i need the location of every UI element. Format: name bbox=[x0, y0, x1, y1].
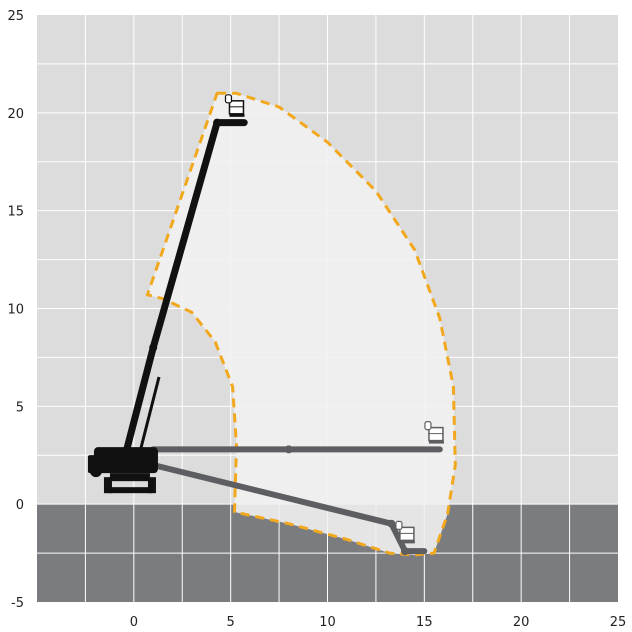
booms-layer bbox=[120, 94, 444, 556]
basket-floor bbox=[399, 540, 415, 544]
machine-outrigger-right bbox=[147, 477, 156, 494]
x-tick-label: 5 bbox=[227, 615, 235, 630]
boom-arm bbox=[120, 119, 248, 463]
x-tick-label: 0 bbox=[130, 615, 138, 630]
basket-operator bbox=[424, 420, 432, 431]
reach-envelope-layer bbox=[145, 91, 457, 557]
basket-floor bbox=[428, 440, 444, 444]
machine-body bbox=[93, 447, 158, 474]
machine-axle bbox=[107, 487, 152, 494]
y-tick-label: 0 bbox=[16, 498, 24, 513]
x-tick-label: 10 bbox=[319, 615, 336, 630]
boom-joint bbox=[387, 519, 396, 528]
y-tick-label: 15 bbox=[7, 205, 24, 220]
y-tick-label: 5 bbox=[16, 400, 24, 415]
machine-outrigger-left bbox=[103, 477, 112, 494]
boom-joint bbox=[213, 118, 222, 127]
x-tick-label: 20 bbox=[513, 615, 530, 630]
reach-envelope-outline bbox=[145, 91, 457, 557]
y-tick-label: 20 bbox=[7, 107, 24, 122]
y-tick-label: 25 bbox=[7, 9, 24, 24]
machine-layer bbox=[87, 447, 158, 494]
basket-floor bbox=[229, 113, 245, 117]
boom-joint bbox=[400, 547, 409, 556]
basket-operator bbox=[395, 520, 403, 530]
boom-cylinder bbox=[138, 376, 161, 454]
boom-arm bbox=[150, 462, 428, 555]
boom-joint bbox=[284, 445, 293, 454]
basket-operator bbox=[224, 94, 233, 104]
y-tick-label: 10 bbox=[7, 303, 24, 318]
machine-chassis bbox=[109, 473, 150, 482]
x-tick-label: 25 bbox=[610, 615, 627, 630]
y-tick-label: -5 bbox=[11, 596, 24, 611]
machine-wheel bbox=[89, 465, 102, 478]
reach-envelope-fill bbox=[147, 93, 456, 556]
boom-joint bbox=[149, 343, 158, 352]
x-tick-label: 15 bbox=[416, 615, 433, 630]
tick-labels: 0 5 10 15 20 25 -5 0 5 10 15 20 25 bbox=[7, 9, 626, 630]
